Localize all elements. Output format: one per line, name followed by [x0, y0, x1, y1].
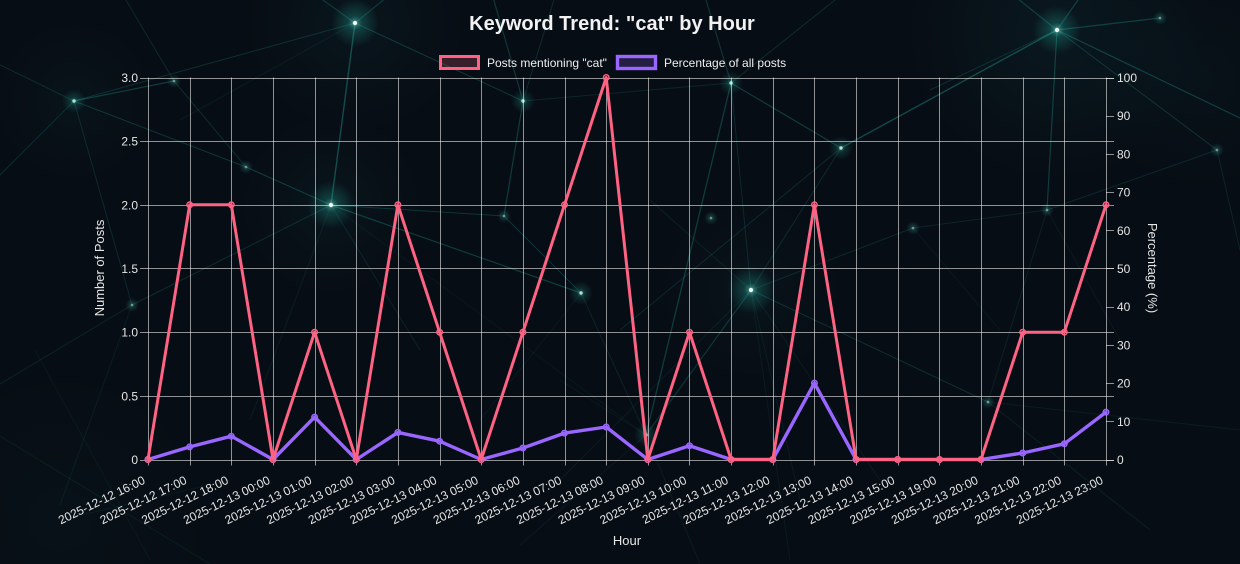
- svg-text:1.0: 1.0: [121, 326, 138, 340]
- svg-text:0: 0: [131, 453, 138, 467]
- svg-text:2.0: 2.0: [121, 198, 138, 212]
- svg-text:3.0: 3.0: [121, 71, 138, 85]
- svg-text:100: 100: [1117, 71, 1137, 85]
- svg-text:30: 30: [1117, 338, 1131, 352]
- svg-text:0.5: 0.5: [121, 389, 138, 403]
- svg-text:Posts mentioning "cat": Posts mentioning "cat": [487, 56, 607, 70]
- svg-text:0: 0: [1117, 453, 1124, 467]
- svg-text:Hour: Hour: [613, 533, 642, 548]
- svg-text:20: 20: [1117, 377, 1131, 391]
- svg-text:10: 10: [1117, 415, 1131, 429]
- svg-text:80: 80: [1117, 147, 1131, 161]
- svg-text:90: 90: [1117, 109, 1131, 123]
- svg-text:Number of Posts: Number of Posts: [92, 219, 107, 316]
- svg-text:Percentage of all posts: Percentage of all posts: [664, 56, 786, 70]
- svg-text:1.5: 1.5: [121, 262, 138, 276]
- svg-text:70: 70: [1117, 186, 1131, 200]
- svg-text:Percentage (%): Percentage (%): [1145, 223, 1160, 313]
- svg-text:40: 40: [1117, 300, 1131, 314]
- svg-text:2.5: 2.5: [121, 135, 138, 149]
- svg-text:50: 50: [1117, 262, 1131, 276]
- svg-text:Keyword Trend: "cat" by Hour: Keyword Trend: "cat" by Hour: [469, 13, 755, 35]
- svg-text:60: 60: [1117, 224, 1131, 238]
